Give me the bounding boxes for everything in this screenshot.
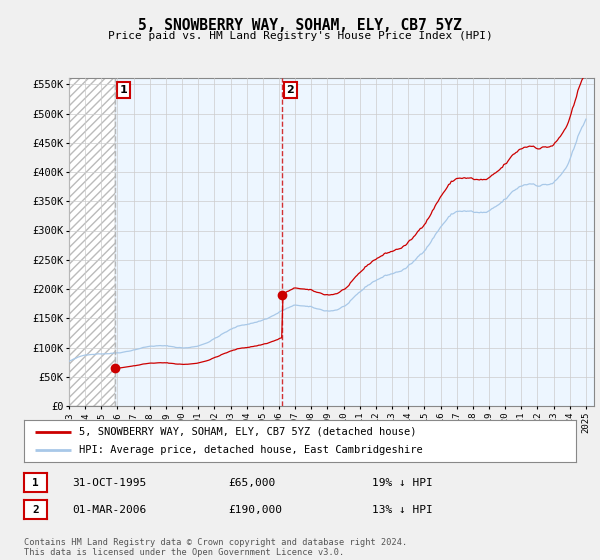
Text: £65,000: £65,000: [228, 478, 275, 488]
Text: 2: 2: [32, 505, 39, 515]
Text: 01-MAR-2006: 01-MAR-2006: [72, 505, 146, 515]
Text: 31-OCT-1995: 31-OCT-1995: [72, 478, 146, 488]
Bar: [115, 78, 594, 406]
Text: 13% ↓ HPI: 13% ↓ HPI: [372, 505, 433, 515]
Text: Price paid vs. HM Land Registry's House Price Index (HPI): Price paid vs. HM Land Registry's House …: [107, 31, 493, 41]
Text: 19% ↓ HPI: 19% ↓ HPI: [372, 478, 433, 488]
Text: HPI: Average price, detached house, East Cambridgeshire: HPI: Average price, detached house, East…: [79, 445, 423, 455]
Text: 5, SNOWBERRY WAY, SOHAM, ELY, CB7 5YZ (detached house): 5, SNOWBERRY WAY, SOHAM, ELY, CB7 5YZ (d…: [79, 427, 416, 437]
Text: 2: 2: [287, 85, 294, 95]
Text: 1: 1: [119, 85, 127, 95]
Text: Contains HM Land Registry data © Crown copyright and database right 2024.
This d: Contains HM Land Registry data © Crown c…: [24, 538, 407, 557]
Text: £190,000: £190,000: [228, 505, 282, 515]
Text: 5, SNOWBERRY WAY, SOHAM, ELY, CB7 5YZ: 5, SNOWBERRY WAY, SOHAM, ELY, CB7 5YZ: [138, 18, 462, 33]
Text: 1: 1: [32, 478, 39, 488]
